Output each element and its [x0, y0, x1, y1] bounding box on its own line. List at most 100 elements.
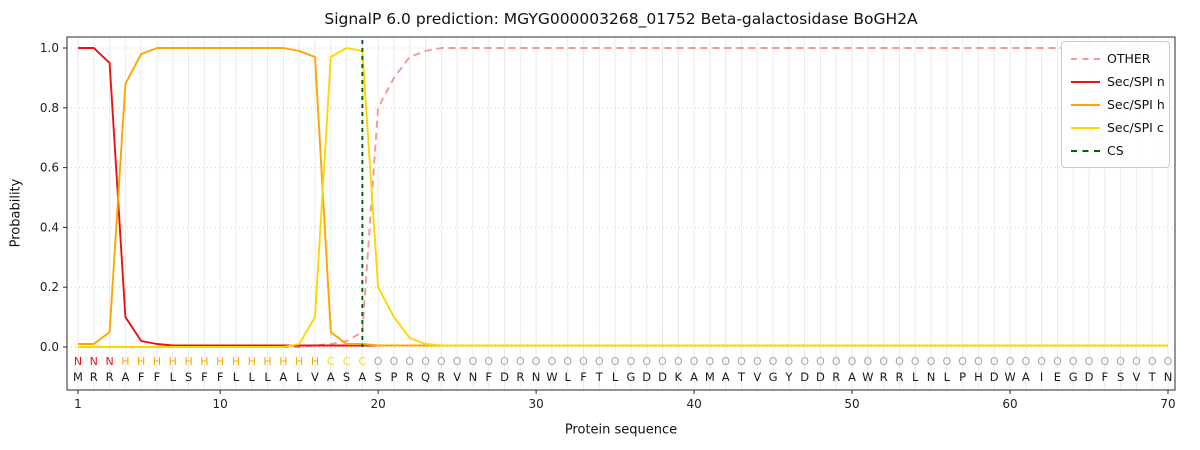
svg-text:O: O: [532, 355, 541, 368]
svg-text:O: O: [1053, 355, 1062, 368]
svg-text:O: O: [1069, 355, 1078, 368]
legend-line-sample: [1071, 149, 1100, 152]
svg-text:A: A: [722, 370, 730, 384]
series-lines: [78, 40, 1168, 348]
svg-text:A: A: [121, 370, 129, 384]
svg-text:V: V: [311, 370, 319, 384]
svg-text:O: O: [627, 355, 636, 368]
svg-text:O: O: [927, 355, 936, 368]
svg-text:D: D: [500, 370, 509, 384]
svg-text:20: 20: [371, 397, 386, 411]
svg-text:O: O: [595, 355, 604, 368]
svg-text:O: O: [911, 355, 920, 368]
legend-line-sample: [1071, 80, 1100, 83]
svg-text:R: R: [106, 370, 114, 384]
svg-text:O: O: [785, 355, 794, 368]
svg-text:F: F: [154, 370, 161, 384]
svg-text:1: 1: [74, 397, 82, 411]
svg-text:A: A: [327, 370, 335, 384]
series-line-sec-spi-c: [78, 47, 1168, 348]
svg-text:H: H: [974, 370, 983, 384]
legend-item-label: Sec/SPI h: [1107, 97, 1165, 112]
svg-text:O: O: [1021, 355, 1030, 368]
svg-text:F: F: [485, 370, 492, 384]
svg-text:0.8: 0.8: [40, 101, 59, 115]
svg-text:O: O: [421, 355, 430, 368]
svg-text:O: O: [516, 355, 525, 368]
legend-item-label: Sec/SPI n: [1107, 74, 1165, 89]
svg-text:O: O: [1164, 355, 1173, 368]
svg-text:M: M: [73, 370, 83, 384]
svg-text:Q: Q: [421, 370, 430, 384]
svg-text:T: T: [737, 370, 746, 384]
svg-text:S: S: [1117, 370, 1124, 384]
svg-text:L: L: [944, 370, 951, 384]
svg-text:L: L: [296, 370, 303, 384]
axis-ticks: 1 10 20 30 40 50 60 70 0.0 0.2 0.4 0.6 0.8 1.0: [40, 41, 1176, 411]
legend-item-cs: CS: [1071, 143, 1160, 158]
svg-text:A: A: [358, 370, 366, 384]
legend-item-label: OTHER: [1107, 51, 1151, 66]
svg-text:N: N: [469, 370, 478, 384]
svg-text:Y: Y: [784, 370, 793, 384]
svg-text:O: O: [832, 355, 841, 368]
series-line-other: [78, 47, 1168, 348]
series-line-sec-spi-n: [78, 47, 1168, 347]
svg-text:R: R: [880, 370, 888, 384]
svg-text:O: O: [548, 355, 557, 368]
svg-text:N: N: [927, 370, 936, 384]
svg-text:P: P: [959, 370, 966, 384]
svg-text:D: D: [800, 370, 809, 384]
svg-text:H: H: [279, 355, 287, 368]
legend-line-sample: [1071, 103, 1100, 106]
svg-text:O: O: [1100, 355, 1109, 368]
series-line-sec-spi-h: [78, 47, 1168, 347]
svg-text:H: H: [232, 355, 240, 368]
svg-text:H: H: [153, 355, 161, 368]
svg-text:L: L: [612, 370, 619, 384]
svg-text:C: C: [359, 355, 367, 368]
svg-text:O: O: [674, 355, 683, 368]
svg-text:O: O: [690, 355, 699, 368]
svg-text:E: E: [1054, 370, 1061, 384]
svg-text:A: A: [279, 370, 287, 384]
legend-item-sec-spi-c: Sec/SPI c: [1071, 120, 1164, 135]
svg-text:O: O: [453, 355, 462, 368]
svg-text:H: H: [169, 355, 177, 368]
svg-text:0.6: 0.6: [40, 161, 59, 175]
y-axis-label: Probability: [8, 178, 24, 248]
svg-text:O: O: [1037, 355, 1046, 368]
svg-text:L: L: [912, 370, 919, 384]
svg-text:H: H: [295, 355, 303, 368]
svg-text:0.2: 0.2: [40, 280, 59, 294]
svg-text:O: O: [658, 355, 667, 368]
svg-text:40: 40: [686, 397, 701, 411]
svg-text:O: O: [469, 355, 478, 368]
svg-text:H: H: [121, 355, 129, 368]
sequence-letters: NMNRNRHAHFHFHLHSHFHFHLHLHLHAHLHVCACSCAOS…: [73, 355, 1173, 384]
svg-text:O: O: [864, 355, 873, 368]
svg-text:30: 30: [528, 397, 543, 411]
svg-text:L: L: [249, 370, 256, 384]
svg-text:O: O: [848, 355, 857, 368]
svg-text:O: O: [721, 355, 730, 368]
svg-text:O: O: [579, 355, 588, 368]
svg-text:O: O: [943, 355, 952, 368]
svg-text:O: O: [800, 355, 809, 368]
svg-text:G: G: [626, 370, 635, 384]
svg-text:C: C: [343, 355, 351, 368]
svg-text:O: O: [1116, 355, 1125, 368]
legend-item-label: CS: [1107, 143, 1124, 158]
svg-text:H: H: [311, 355, 319, 368]
svg-text:H: H: [263, 355, 271, 368]
svg-text:O: O: [484, 355, 493, 368]
svg-text:L: L: [564, 370, 571, 384]
svg-text:N: N: [90, 355, 98, 368]
svg-text:O: O: [1148, 355, 1157, 368]
svg-text:G: G: [1069, 370, 1078, 384]
svg-text:H: H: [248, 355, 256, 368]
svg-text:W: W: [1004, 370, 1015, 384]
svg-text:60: 60: [1002, 397, 1017, 411]
plot-border: [66, 36, 1176, 391]
svg-text:R: R: [516, 370, 524, 384]
